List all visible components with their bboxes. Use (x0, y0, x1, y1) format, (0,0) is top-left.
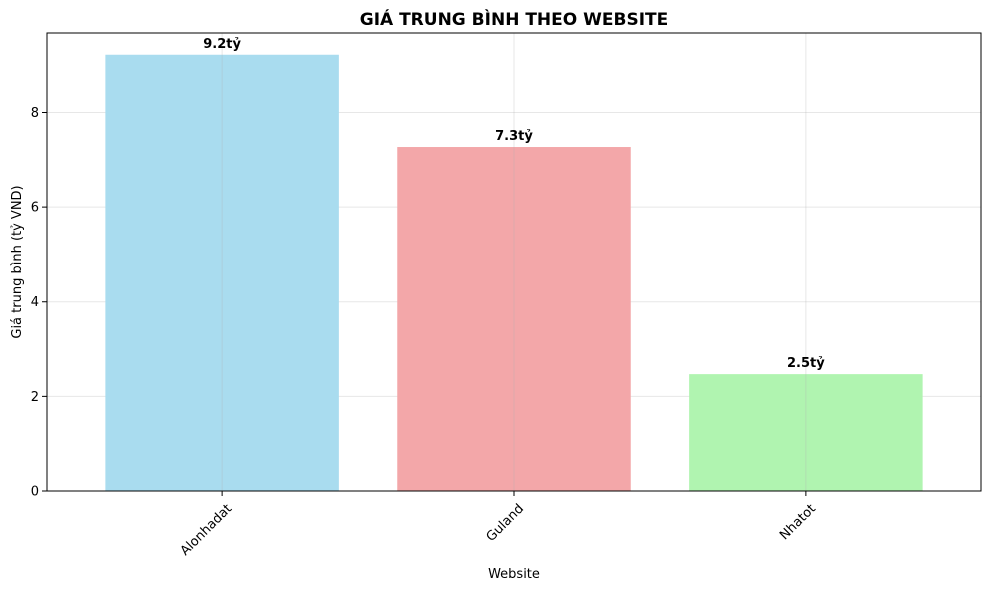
bars (105, 33, 923, 491)
y-tick-label: 8 (31, 106, 39, 121)
y-axis-ticks: 0 2 4 6 8 (31, 106, 47, 500)
bar-guland (397, 147, 631, 491)
x-tick-label: Alonhadat (178, 501, 235, 558)
bar-value-label: 7.3tỷ (495, 129, 533, 144)
bar-alonhadat (105, 54, 339, 491)
y-axis-label: Giá trung bình (tỷ VND) (10, 185, 25, 338)
x-tick-label: Guland (484, 501, 527, 544)
y-tick-label: 0 (31, 485, 39, 500)
y-tick-label: 2 (31, 390, 39, 405)
x-axis-ticks: Alonhadat Guland Nhatot (178, 491, 819, 559)
bar-value-label: 9.2tỷ (203, 37, 241, 52)
y-tick-label: 4 (31, 295, 39, 310)
data-labels: 9.2tỷ 7.3tỷ 2.5tỷ (203, 37, 825, 371)
y-tick-label: 6 (31, 201, 39, 216)
x-axis-label: Website (488, 567, 540, 582)
chart-title: GIÁ TRUNG BÌNH THEO WEBSITE (360, 8, 669, 30)
bar-nhatot (689, 374, 923, 491)
x-tick-label: Nhatot (777, 501, 819, 543)
bar-value-label: 2.5tỷ (787, 356, 825, 371)
